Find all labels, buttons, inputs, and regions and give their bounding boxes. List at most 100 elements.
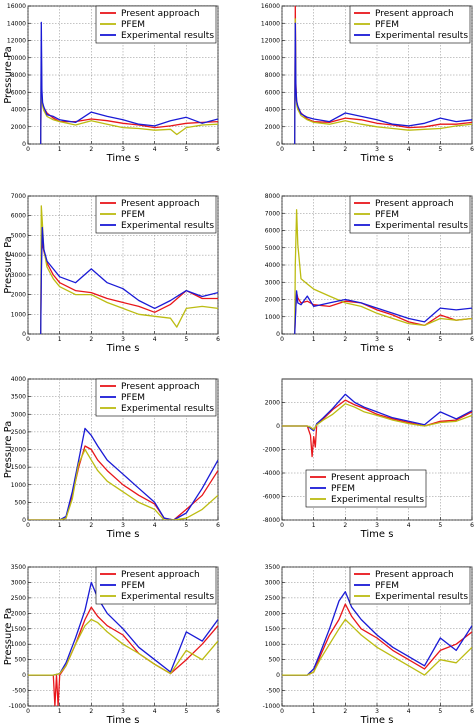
x-tick-label: 6: [470, 146, 474, 153]
y-tick-label: 1500: [11, 626, 26, 633]
y-tick-label: 2500: [265, 595, 280, 602]
y-tick-label: -500: [266, 688, 280, 695]
series-group: [294, 209, 472, 334]
y-tick-label: -2000: [263, 447, 281, 454]
x-tick-label: 3: [375, 146, 379, 153]
y-tick-label: 3000: [11, 579, 26, 586]
y-tick-label: 4000: [11, 376, 26, 383]
x-tick-label: 0: [26, 708, 30, 715]
y-tick-label: 8000: [265, 72, 280, 79]
x-tick-label: 5: [438, 336, 442, 343]
x-tick-label: 6: [216, 336, 220, 343]
x-tick-label: 2: [89, 708, 93, 715]
chart-panel-4: 0 1 2 3 4 5 6 0 1000 2000 3000 4000 5000 6000 7000 8000…: [265, 193, 474, 354]
y-tick-label: 3000: [11, 272, 26, 279]
series-line-3: [282, 618, 472, 676]
y-tick-label: 7000: [11, 193, 26, 200]
series-line-3: [40, 226, 218, 334]
y-tick-label: -8000: [263, 517, 281, 524]
x-tick-label: 3: [121, 708, 125, 715]
y-tick-label: 500: [15, 499, 27, 506]
y-tick-label: 12000: [261, 38, 280, 45]
x-tick-label: 2: [343, 708, 347, 715]
y-tick-label: 1000: [265, 314, 280, 321]
x-tick-label: 3: [121, 336, 125, 343]
x-tick-label: 4: [407, 708, 411, 715]
series-line-2: [282, 393, 472, 432]
series-group: [40, 21, 218, 144]
legend-label: Present approach: [121, 382, 200, 392]
x-tick-label: 5: [184, 522, 188, 529]
legend-label: Present approach: [375, 199, 454, 209]
x-tick-label: 6: [470, 708, 474, 715]
y-tick-label: 3000: [265, 279, 280, 286]
x-axis-label: Time s: [106, 529, 140, 540]
x-tick-label: 3: [375, 336, 379, 343]
legend-label: Present approach: [121, 9, 200, 19]
y-tick-label: 2000: [265, 124, 280, 131]
chart-panel-5: 0 1 2 3 4 5 6 0 500 1000 1500 2000 2500 3000 3500 4000 T…: [3, 376, 220, 540]
y-tick-label: 3500: [265, 564, 280, 571]
x-tick-label: 0: [26, 146, 30, 153]
legend-label: Experimental results: [121, 404, 214, 414]
x-tick-label: 1: [312, 336, 316, 343]
x-tick-label: 1: [312, 146, 316, 153]
y-tick-label: 1000: [265, 641, 280, 648]
legend-label: Present approach: [331, 473, 410, 483]
legend-label: Present approach: [375, 9, 454, 19]
y-tick-label: 2000: [265, 400, 280, 407]
x-tick-label: 1: [58, 708, 62, 715]
legend-label: PFEM: [121, 210, 145, 220]
y-tick-label: 3000: [265, 579, 280, 586]
y-tick-label: 6000: [11, 89, 26, 96]
series-line-3: [282, 403, 472, 431]
x-tick-label: 1: [312, 522, 316, 529]
y-tick-label: 8000: [11, 72, 26, 79]
legend-label: PFEM: [121, 20, 145, 30]
x-axis-label: Time s: [106, 343, 140, 354]
x-tick-label: 2: [89, 522, 93, 529]
legend-label: Experimental results: [331, 495, 424, 505]
y-tick-label: 2500: [11, 429, 26, 436]
x-tick-label: 4: [153, 336, 157, 343]
x-tick-label: 1: [58, 336, 62, 343]
x-axis-label: Time s: [360, 343, 394, 354]
y-tick-label: 0: [276, 423, 280, 430]
y-tick-label: -6000: [263, 494, 281, 501]
x-tick-label: 4: [407, 146, 411, 153]
x-tick-label: 3: [121, 522, 125, 529]
series-line-3: [28, 448, 218, 520]
y-tick-label: 5000: [265, 245, 280, 252]
x-tick-label: 0: [26, 522, 30, 529]
y-axis-label: Pressure Pa: [3, 236, 14, 294]
y-tick-label: 0: [22, 672, 26, 679]
chart-panel-6: 0 1 2 3 4 5 6 -8000 -6000 -4000 -2000 0 2000 Time s Pr…: [263, 378, 474, 540]
y-tick-label: 500: [269, 657, 281, 664]
y-tick-label: 2000: [11, 610, 26, 617]
x-tick-label: 4: [153, 522, 157, 529]
y-tick-label: 3000: [11, 411, 26, 418]
x-tick-label: 3: [375, 708, 379, 715]
x-tick-label: 0: [26, 336, 30, 343]
y-tick-label: 2000: [11, 124, 26, 131]
x-tick-label: 0: [280, 522, 284, 529]
legend-label: PFEM: [331, 484, 355, 494]
x-tick-label: 4: [407, 522, 411, 529]
y-tick-label: 1000: [11, 482, 26, 489]
y-axis-label: Pressure Pa: [3, 608, 14, 666]
y-tick-label: 2000: [11, 292, 26, 299]
series-group: [28, 427, 218, 520]
y-tick-label: 6000: [265, 228, 280, 235]
series-line-3: [294, 22, 472, 144]
y-tick-label: 10000: [261, 55, 280, 62]
x-tick-label: 4: [407, 336, 411, 343]
x-tick-label: 5: [438, 522, 442, 529]
y-tick-label: 0: [22, 331, 26, 338]
x-tick-label: 3: [375, 522, 379, 529]
y-axis-label: Pressure Pa: [3, 421, 14, 479]
